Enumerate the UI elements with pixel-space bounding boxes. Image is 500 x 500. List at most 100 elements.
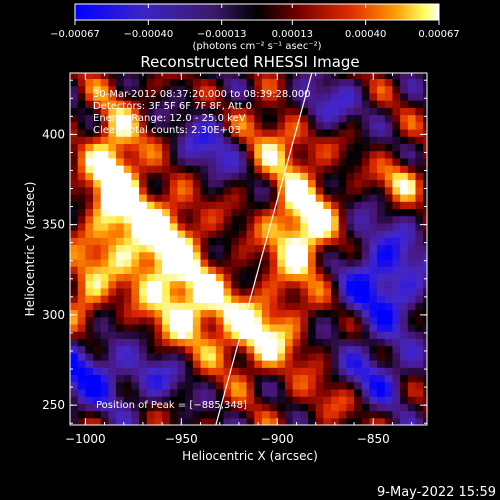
heatmap-cell [185,100,194,108]
heatmap-cell [415,367,424,376]
heatmap-cell [338,258,347,267]
heatmap-cell [100,338,109,347]
heatmap-cell [146,128,156,137]
heatmap-cell [223,172,232,181]
heatmap-cell [284,165,294,173]
heatmap-cell [123,360,133,368]
heatmap-cell [177,85,186,94]
heatmap-cell [93,280,102,289]
heatmap-cell [177,208,186,217]
heatmap-cell [323,208,332,217]
heatmap-cell [246,258,255,267]
heatmap-cell [338,381,347,390]
heatmap-cell [162,193,171,202]
heatmap-cell [331,179,340,188]
heatmap-cell [300,266,309,274]
heatmap-cell [146,251,156,260]
heatmap-cell [231,251,240,260]
heatmap-cell [354,331,363,339]
heatmap-cell [261,352,271,361]
heatmap-cell [177,287,186,296]
heatmap-cell [346,360,355,368]
heatmap-cell [131,215,140,224]
heatmap-cell [261,92,271,101]
heatmap-cell [254,316,263,325]
heatmap-cell [338,143,347,152]
heatmap-cell [269,73,278,80]
heatmap-cell [369,172,378,181]
heatmap-cell [400,136,409,144]
heatmap-cell [400,208,409,217]
heatmap-cell [315,128,324,137]
heatmap-cell [338,403,347,412]
heatmap-cell [315,410,324,419]
heatmap-cell [154,136,163,144]
heatmap-cell [254,360,263,368]
heatmap-cell [200,165,209,173]
plot-frame [69,72,428,426]
heatmap-cell [254,352,263,361]
heatmap-cell [400,143,409,152]
colorbar-tick-label: −0.00013 [197,29,247,40]
heatmap-cell [192,107,202,116]
heatmap-cell [338,302,347,311]
heatmap-cell [246,410,255,419]
heatmap-cell [77,121,86,130]
heatmap-cell [308,403,317,412]
heatmap-cell [346,280,355,289]
heatmap-cell [123,121,133,130]
heatmap-cell [269,237,278,246]
heatmap-cell [200,157,209,166]
heatmap-cell [369,215,378,224]
heatmap-cell [277,85,286,94]
heatmap-cell [200,309,209,318]
heatmap-cell [70,396,79,404]
heatmap-cell [177,309,186,318]
heatmap-cell [292,107,301,116]
heatmap-cell [123,128,133,137]
heatmap-cell [354,208,363,217]
heatmap-cell [208,251,217,260]
heatmap-cell [308,273,317,282]
heatmap-cell [269,186,278,195]
heatmap-cell [215,230,225,238]
heatmap-cell [315,360,324,368]
heatmap-cell [231,85,240,94]
heatmap-cell [162,251,171,260]
heatmap-cell [223,345,232,354]
heatmap-cell [407,244,417,253]
heatmap-cell [146,100,156,108]
heatmap-cell [400,417,409,425]
heatmap-cell [70,230,79,238]
heatmap-cell [177,78,186,87]
heatmap-cell [246,381,255,390]
heatmap-cell [116,309,125,318]
heatmap-cell [277,201,286,209]
heatmap-cell [93,316,102,325]
heatmap-cell [369,251,378,260]
heatmap-cell [231,388,240,397]
heatmap-cell [116,222,125,231]
heatmap-cell [369,136,378,144]
heatmap-cell [185,345,194,354]
heatmap-cell [315,143,324,152]
heatmap-cell [169,186,179,195]
heatmap-cell [208,186,217,195]
heatmap-cell [300,114,309,123]
heatmap-cell [77,222,86,231]
heatmap-cell [77,85,86,94]
heatmap-cell [100,374,109,383]
heatmap-cell [146,230,156,238]
heatmap-cell [284,316,294,325]
heatmap-cell [377,396,386,404]
heatmap-cell [70,208,79,217]
heatmap-cell [423,165,427,173]
heatmap-cell [108,143,117,152]
heatmap-cell [331,309,340,318]
heatmap-cell [192,179,202,188]
heatmap-cell [300,316,309,325]
heatmap-cell [292,302,301,311]
heatmap-cell [392,266,401,274]
heatmap-cell [246,186,255,195]
heatmap-cell [361,222,371,231]
